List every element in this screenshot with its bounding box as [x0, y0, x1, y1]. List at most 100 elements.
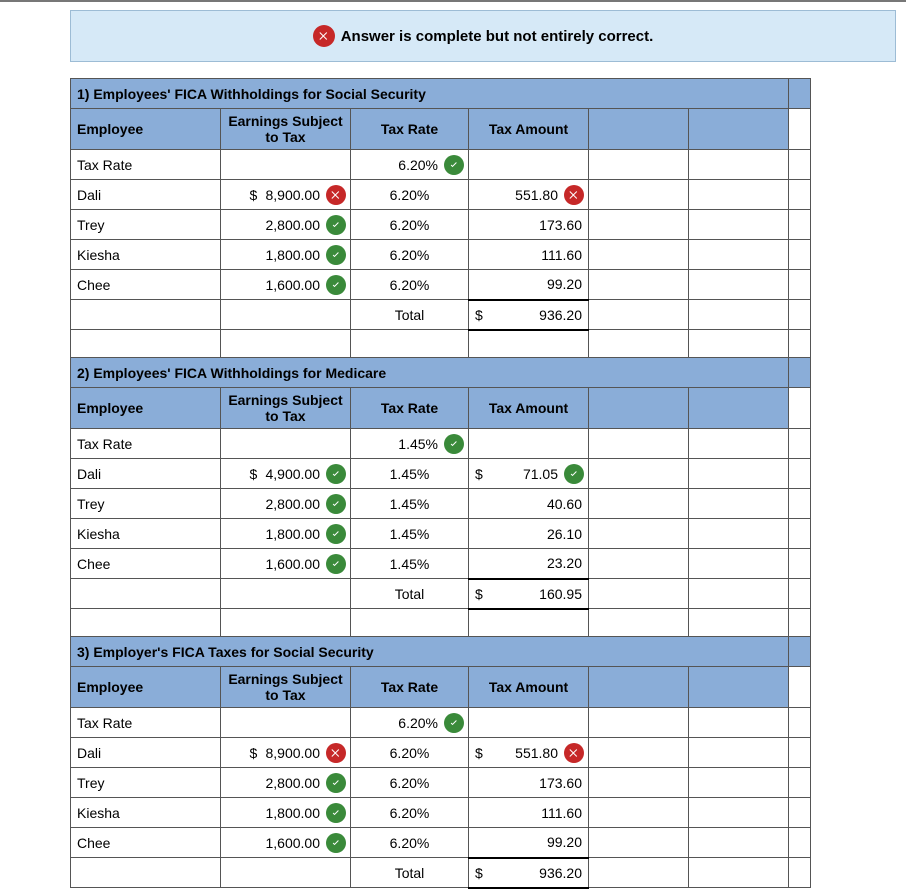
empty-cell	[71, 858, 221, 888]
header-spacer	[589, 109, 689, 150]
gutter-cell	[789, 489, 811, 519]
header-spacer	[589, 667, 689, 708]
data-row: Kiesha 1,800.00 6.20% 111.60	[71, 240, 811, 270]
data-row: Trey 2,800.00 1.45% 40.60	[71, 489, 811, 519]
empty-cell	[589, 549, 689, 579]
empty-cell	[589, 519, 689, 549]
empty-cell	[589, 579, 689, 609]
banner-text: Answer is complete but not entirely corr…	[341, 28, 654, 45]
column-header-row: Employee Earnings Subject to Tax Tax Rat…	[71, 667, 811, 708]
employee-name: Chee	[71, 549, 221, 579]
empty-cell	[589, 858, 689, 888]
empty-cell	[589, 489, 689, 519]
tax-amount-cell: 173.60	[469, 768, 589, 798]
gutter-cell	[789, 579, 811, 609]
gutter-cell	[789, 300, 811, 330]
correct-icon	[564, 464, 584, 484]
employee-name: Dali	[71, 459, 221, 489]
total-row: Total $936.20	[71, 858, 811, 888]
employee-name: Kiesha	[71, 240, 221, 270]
rate-cell: 6.20%	[351, 798, 469, 828]
earnings-cell: 1,800.00	[221, 798, 351, 828]
correct-icon	[326, 554, 346, 574]
spacer-row	[71, 609, 811, 637]
employee-name: Dali	[71, 738, 221, 768]
employee-name: Trey	[71, 210, 221, 240]
empty-cell	[221, 858, 351, 888]
tax-header: Tax Amount	[469, 388, 589, 429]
gutter-cell	[789, 270, 811, 300]
empty-cell	[221, 300, 351, 330]
total-amount: $160.95	[469, 579, 589, 609]
data-row: Chee 1,600.00 1.45% 23.20	[71, 549, 811, 579]
employee-name: Chee	[71, 828, 221, 858]
earnings-cell: 1,600.00	[221, 549, 351, 579]
employee-name: Dali	[71, 180, 221, 210]
incorrect-icon	[313, 25, 335, 47]
empty-cell	[589, 210, 689, 240]
empty-cell	[221, 579, 351, 609]
empty-cell	[221, 429, 351, 459]
data-row: Chee 1,600.00 6.20% 99.20	[71, 270, 811, 300]
empty-cell	[589, 180, 689, 210]
gutter-cell	[789, 708, 811, 738]
employee-name: Trey	[71, 489, 221, 519]
correct-icon	[326, 833, 346, 853]
tax-amount-cell: 111.60	[469, 798, 589, 828]
empty-cell	[689, 489, 789, 519]
gutter-cell	[789, 828, 811, 858]
correct-icon	[326, 215, 346, 235]
rate-cell: 6.20%	[351, 768, 469, 798]
empty-cell	[689, 549, 789, 579]
section-title-row: 1) Employees' FICA Withholdings for Soci…	[71, 79, 811, 109]
rate-cell: 6.20%	[351, 828, 469, 858]
empty-cell	[689, 459, 789, 489]
employee-header: Employee	[71, 388, 221, 429]
data-row: Trey 2,800.00 6.20% 173.60	[71, 210, 811, 240]
gutter-cell	[789, 459, 811, 489]
empty-cell	[689, 270, 789, 300]
correct-icon	[444, 434, 464, 454]
column-header-row: Employee Earnings Subject to Tax Tax Rat…	[71, 388, 811, 429]
tax-rate-label: Tax Rate	[71, 150, 221, 180]
earnings-cell: $4,900.00	[221, 459, 351, 489]
empty-cell	[71, 579, 221, 609]
gutter-cell	[789, 150, 811, 180]
empty-cell	[589, 828, 689, 858]
earnings-cell: 2,800.00	[221, 768, 351, 798]
tax-amount-cell: 99.20	[469, 828, 589, 858]
total-label: Total	[351, 858, 469, 888]
correct-icon	[326, 464, 346, 484]
tax-rate-label: Tax Rate	[71, 708, 221, 738]
employee-name: Kiesha	[71, 519, 221, 549]
rate-cell: 6.20%	[351, 270, 469, 300]
correct-icon	[326, 275, 346, 295]
employee-header: Employee	[71, 109, 221, 150]
rate-cell: 1.45%	[351, 489, 469, 519]
gutter-cell	[789, 549, 811, 579]
section-title: 1) Employees' FICA Withholdings for Soci…	[71, 79, 789, 109]
incorrect-icon	[564, 185, 584, 205]
rate-cell: 1.45%	[351, 459, 469, 489]
empty-cell	[221, 708, 351, 738]
empty-cell	[689, 180, 789, 210]
rate-header: Tax Rate	[351, 388, 469, 429]
correct-icon	[326, 803, 346, 823]
data-row: Dali $8,900.00 6.20% 551.80	[71, 180, 811, 210]
rate-cell: 1.45%	[351, 519, 469, 549]
fica-table: 1) Employees' FICA Withholdings for Soci…	[70, 78, 811, 889]
gutter-cell	[789, 79, 811, 109]
tax-amount-cell: 111.60	[469, 240, 589, 270]
earnings-cell: $8,900.00	[221, 738, 351, 768]
header-spacer	[689, 109, 789, 150]
incorrect-icon	[326, 743, 346, 763]
earnings-cell: 1,800.00	[221, 240, 351, 270]
rate-cell: 6.20%	[351, 180, 469, 210]
earnings-cell: 2,800.00	[221, 210, 351, 240]
earnings-cell: 1,600.00	[221, 828, 351, 858]
correct-icon	[444, 713, 464, 733]
gutter-cell	[789, 738, 811, 768]
employee-name: Kiesha	[71, 798, 221, 828]
empty-cell	[589, 240, 689, 270]
total-amount: $936.20	[469, 858, 589, 888]
